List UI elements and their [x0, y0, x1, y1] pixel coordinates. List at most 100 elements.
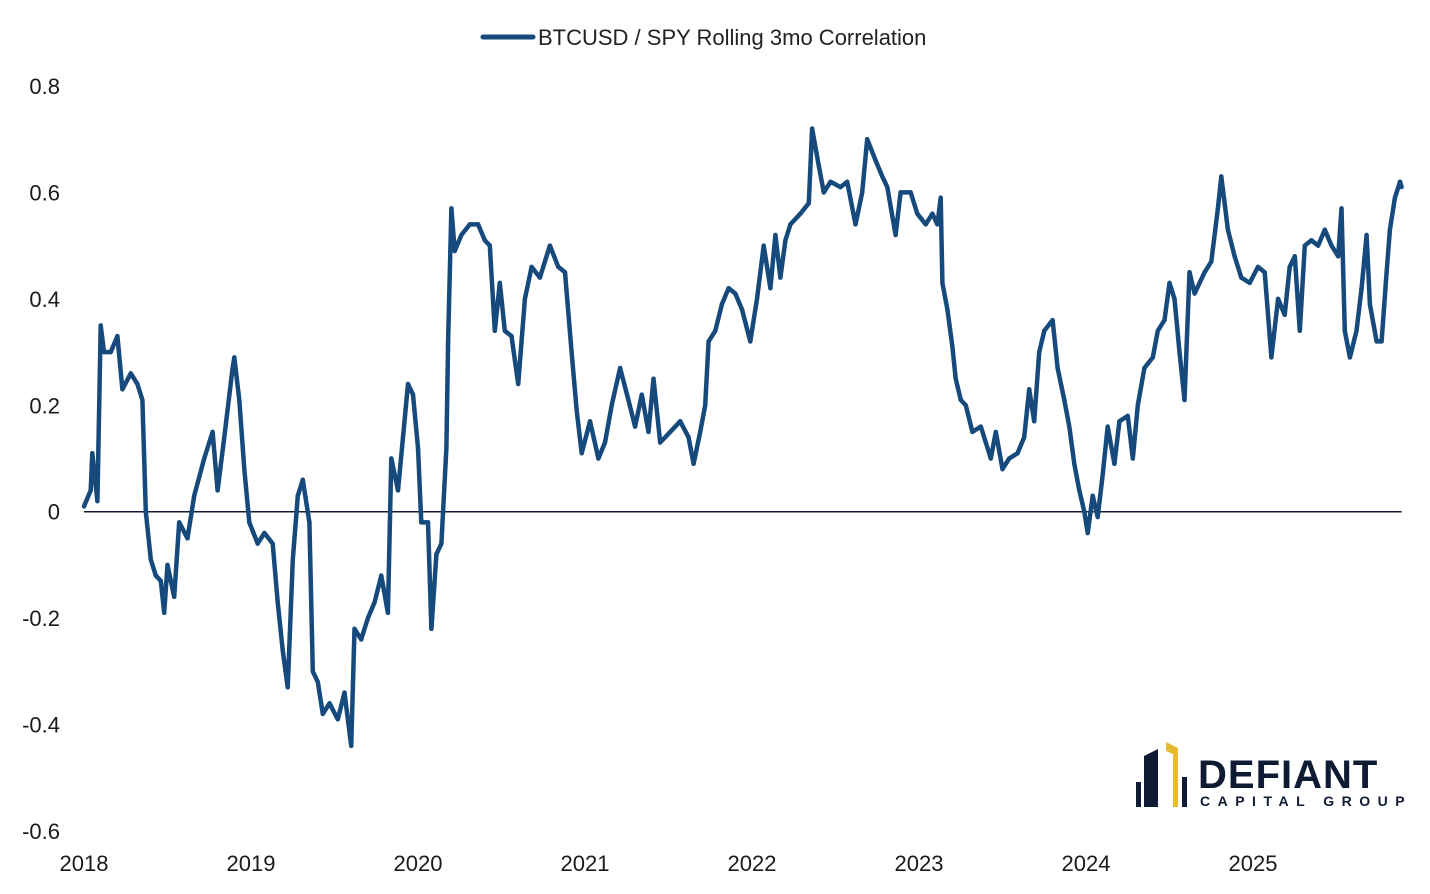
data-point [1130, 456, 1135, 461]
data-point [639, 392, 644, 397]
data-point [410, 392, 416, 397]
data-point [1247, 280, 1252, 286]
data-point [923, 222, 928, 227]
data-point [237, 397, 242, 403]
data-point [449, 206, 454, 211]
data-point [940, 280, 945, 286]
data-point [176, 520, 182, 525]
data-point [587, 419, 593, 424]
data-point [1167, 280, 1172, 286]
data-point [1359, 286, 1364, 291]
logo-building-bar-right [1182, 777, 1187, 807]
data-point [739, 307, 745, 312]
data-point [210, 429, 215, 435]
data-point [798, 211, 803, 216]
data-point [385, 610, 391, 616]
data-point [547, 243, 553, 248]
data-point [556, 264, 561, 270]
data-point [860, 190, 865, 195]
data-point [761, 243, 766, 248]
x-tick-label: 2020 [394, 851, 443, 876]
data-point [1354, 328, 1359, 333]
data-point [1269, 355, 1274, 360]
data-point [262, 530, 267, 536]
data-point [405, 381, 411, 387]
data-point [128, 371, 133, 376]
data-point [161, 610, 167, 616]
data-point [945, 307, 950, 312]
data-point [255, 541, 260, 546]
data-point [1055, 365, 1060, 371]
data-point [748, 339, 753, 344]
data-point [569, 349, 574, 355]
data-point [158, 578, 164, 584]
data-point [81, 504, 87, 509]
data-point [365, 615, 371, 621]
data-point [1297, 328, 1302, 333]
data-point [1177, 349, 1182, 355]
data-point [1215, 206, 1221, 211]
data-point [320, 711, 326, 717]
data-point [215, 488, 220, 493]
data-point [1112, 461, 1117, 467]
x-axis: 2018 2019 2020 2021 2022 2023 2024 2025 [60, 851, 1278, 876]
data-point [885, 184, 890, 190]
data-point [425, 520, 431, 525]
data-point [352, 626, 357, 631]
data-point [1335, 254, 1341, 259]
data-point [691, 461, 696, 467]
data-point [1367, 301, 1373, 307]
data-point [880, 174, 885, 179]
y-tick-label: 0 [48, 500, 60, 525]
series-line-btcusd-spy-correlation [81, 126, 1404, 749]
data-point [192, 493, 197, 498]
data-point [562, 270, 568, 275]
data-point [482, 238, 487, 243]
data-point [429, 626, 434, 631]
logo-subtext: CAPITAL GROUP [1200, 793, 1412, 809]
data-point [90, 450, 95, 456]
data-point [713, 328, 718, 333]
data-point [487, 243, 493, 248]
data-point [1275, 296, 1281, 302]
data-point [372, 599, 377, 605]
data-point [958, 397, 963, 403]
data-point [1100, 472, 1105, 477]
data-point [1219, 174, 1224, 179]
data-point [574, 408, 579, 413]
data-point [677, 419, 683, 424]
data-point [148, 557, 153, 562]
data-point [395, 488, 401, 493]
data-point [1192, 291, 1197, 296]
data-point [754, 296, 760, 302]
data-point [1379, 339, 1384, 344]
data-point [1117, 419, 1122, 424]
data-point [295, 493, 300, 498]
data-point [698, 429, 703, 435]
x-tick-label: 2025 [1229, 851, 1278, 876]
data-point [1364, 232, 1369, 238]
data-point [667, 429, 673, 435]
data-point [310, 669, 315, 674]
data-point [108, 349, 113, 355]
data-point [1374, 339, 1379, 344]
data-point [988, 456, 994, 461]
y-axis: 0.8 0.6 0.4 0.2 0 -0.2 -0.4 -0.6 [22, 74, 60, 844]
data-point [938, 195, 943, 200]
x-tick-label: 2023 [895, 851, 944, 876]
data-point [202, 456, 207, 461]
data-point [1182, 397, 1187, 403]
data-point [657, 440, 663, 445]
data-point [626, 397, 631, 403]
x-tick-label: 2019 [227, 851, 276, 876]
data-point [821, 190, 827, 195]
data-point [844, 179, 850, 184]
data-point [1397, 179, 1403, 184]
x-tick-label: 2018 [60, 851, 109, 876]
data-point [617, 365, 623, 371]
y-tick-label: 0.2 [29, 393, 60, 418]
data-point [935, 222, 940, 227]
data-point [88, 488, 93, 493]
legend-label: BTCUSD / SPY Rolling 3mo Correlation [538, 25, 926, 50]
